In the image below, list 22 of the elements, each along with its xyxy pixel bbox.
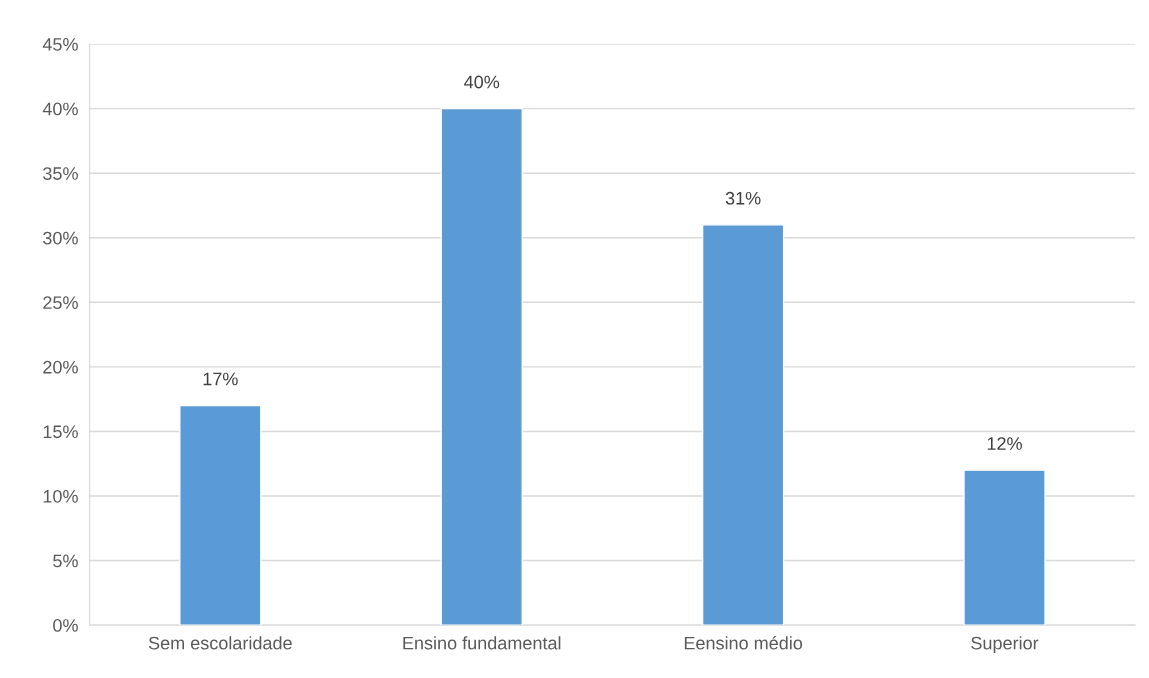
y-tick-label: 0% <box>53 619 78 632</box>
data-label: 31% <box>725 191 761 205</box>
bar <box>440 107 523 626</box>
y-tick-label: 20% <box>43 360 78 374</box>
bar <box>179 404 262 626</box>
x-tick-label: Superior <box>971 636 1039 654</box>
data-label: 40% <box>464 75 500 89</box>
y-tick-label: 30% <box>43 231 78 245</box>
y-tick-label: 40% <box>42 102 78 116</box>
x-tick-label: Eensino médio <box>684 636 803 650</box>
y-tick-label: 45% <box>42 38 78 51</box>
bar <box>963 469 1046 626</box>
y-tick-label: 5% <box>53 554 78 568</box>
x-tick-label: Ensino fundamental <box>403 636 561 650</box>
data-label: 12% <box>987 437 1022 450</box>
data-label: 17% <box>203 372 238 386</box>
bar <box>701 224 785 626</box>
y-tick-label: 15% <box>43 425 78 439</box>
x-tick-label: Sem escolaridade <box>148 636 292 650</box>
y-tick-label: 10% <box>43 489 78 503</box>
y-tick-label: 25% <box>43 296 78 310</box>
y-tick-label: 35% <box>43 167 78 180</box>
